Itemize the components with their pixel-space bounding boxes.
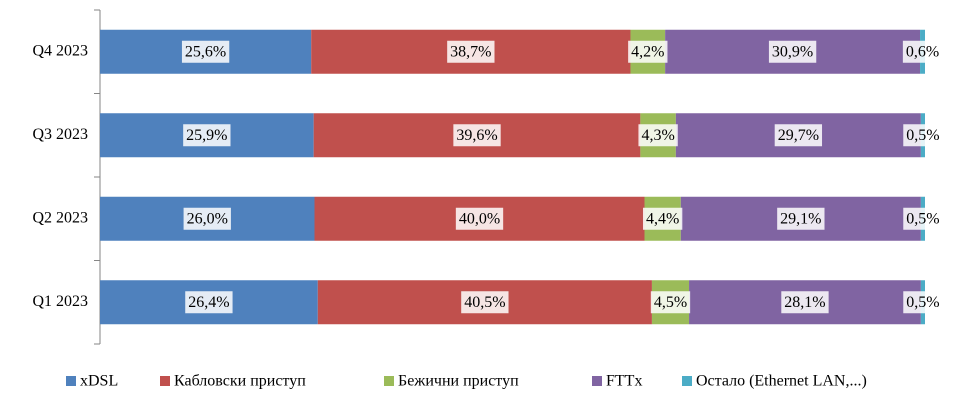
data-label-box (447, 40, 495, 63)
data-label-group: 26,0% (183, 207, 231, 230)
data-label-box (628, 40, 668, 63)
data-label-group: 0,6% (902, 40, 943, 63)
data-label-box (777, 207, 825, 230)
legend-label: xDSL (80, 373, 118, 390)
data-label-box (642, 207, 683, 230)
data-label-box (183, 124, 231, 147)
data-label: 4,5% (654, 294, 687, 311)
data-label-group: 25,9% (183, 124, 231, 147)
data-label-box (774, 124, 823, 147)
data-label: 0,6% (906, 43, 939, 60)
data-label-group: 4,4% (642, 207, 683, 230)
data-label-box (183, 207, 231, 230)
data-label-group: 4,2% (628, 40, 668, 63)
data-label-group: 30,9% (768, 40, 817, 63)
data-label-box (903, 207, 943, 230)
legend-label: Бежични приступ (398, 373, 519, 390)
data-label: 25,6% (185, 43, 226, 60)
data-label: 4,2% (631, 43, 664, 60)
legend-swatch (160, 376, 170, 386)
y-tick-label: Q2 2023 (32, 209, 88, 226)
data-label-box (781, 291, 829, 314)
data-label: 30,9% (772, 43, 813, 60)
data-label-group: 4,5% (650, 291, 691, 314)
data-label: 26,0% (187, 210, 228, 227)
data-label-group: 4,3% (638, 124, 678, 147)
y-tick-label: Q1 2023 (32, 293, 88, 310)
data-label: 0,5% (906, 210, 939, 227)
data-label-box (185, 291, 233, 314)
data-label: 4,4% (646, 210, 679, 227)
data-label-group: 29,1% (777, 207, 825, 230)
data-label-group: 26,4% (185, 291, 233, 314)
data-label-group: 40,5% (461, 291, 509, 314)
data-label-group: 0,5% (903, 291, 943, 314)
data-label-box (455, 207, 504, 230)
data-label-box (453, 124, 501, 147)
data-label: 0,5% (906, 294, 939, 311)
data-label: 25,9% (186, 127, 227, 144)
data-label-group: 39,6% (453, 124, 501, 147)
data-label-box (903, 124, 943, 147)
data-label: 0,5% (906, 127, 939, 144)
data-label: 38,7% (450, 43, 491, 60)
data-label: 29,1% (780, 210, 821, 227)
data-label-group: 0,5% (903, 124, 943, 147)
legend-swatch (682, 376, 692, 386)
data-label-group: 25,6% (181, 40, 230, 63)
data-label: 40,5% (464, 294, 505, 311)
data-label-box (461, 291, 509, 314)
data-label: 4,3% (641, 127, 674, 144)
data-label-group: 29,7% (774, 124, 823, 147)
legend-label: Остало (Ethernet LAN,...) (696, 373, 867, 390)
data-label: 40,0% (459, 210, 500, 227)
legend-swatch (592, 376, 602, 386)
legend-swatch (384, 376, 394, 386)
data-label-group: 38,7% (447, 40, 495, 63)
data-label: 26,4% (188, 294, 229, 311)
data-label-box (181, 40, 230, 63)
legend-swatch (66, 376, 76, 386)
y-tick-label: Q4 2023 (32, 42, 88, 59)
y-tick-label: Q3 2023 (32, 126, 88, 143)
data-label-box (638, 124, 678, 147)
data-label-group: 40,0% (455, 207, 504, 230)
data-label-box (902, 40, 943, 63)
data-label: 28,1% (784, 294, 825, 311)
data-label-box (768, 40, 817, 63)
data-label-box (903, 291, 943, 314)
data-label-group: 0,5% (903, 207, 943, 230)
data-label: 29,7% (778, 127, 819, 144)
legend-label: FTTx (606, 373, 642, 390)
legend-label: Кабловски приступ (174, 373, 306, 390)
data-label-box (650, 291, 691, 314)
data-label: 39,6% (456, 127, 497, 144)
data-label-group: 28,1% (781, 291, 829, 314)
